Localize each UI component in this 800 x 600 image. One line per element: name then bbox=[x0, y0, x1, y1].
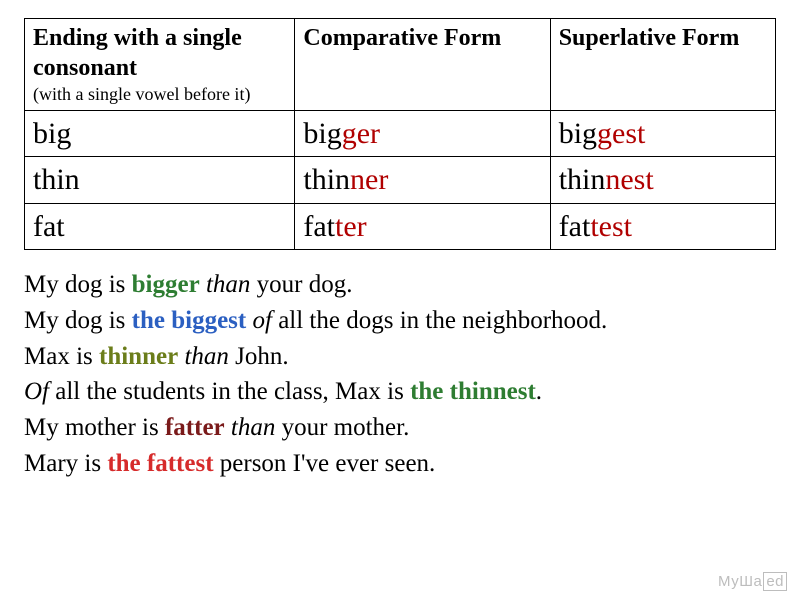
comparative-cell: fatter bbox=[295, 203, 550, 250]
sentence-5: My mother is fatter than your mother. bbox=[24, 411, 776, 445]
sentence-3: Max is thinner than John. bbox=[24, 340, 776, 374]
comparative-table: Ending with a single consonant (with a s… bbox=[24, 18, 776, 250]
emphasis: fatter bbox=[165, 414, 225, 441]
base-cell: fat bbox=[25, 203, 295, 250]
header-col3: Superlative Form bbox=[550, 19, 775, 111]
superlative-cell: fattest bbox=[550, 203, 775, 250]
emphasis: thinner bbox=[99, 343, 178, 370]
sentence-2: My dog is the biggest of all the dogs in… bbox=[24, 304, 776, 338]
comparative-cell: thinner bbox=[295, 157, 550, 204]
table-row: fat fatter fattest bbox=[25, 203, 776, 250]
emphasis: the thinnest bbox=[410, 378, 536, 405]
base-cell: big bbox=[25, 110, 295, 157]
emphasis: the fattest bbox=[107, 450, 213, 477]
table-row: big bigger biggest bbox=[25, 110, 776, 157]
sentence-4: Of all the students in the class, Max is… bbox=[24, 375, 776, 409]
emphasis: the biggest bbox=[132, 307, 247, 334]
header-col1-main: Ending with a single consonant bbox=[33, 25, 242, 81]
base-cell: thin bbox=[25, 157, 295, 204]
sentence-6: Mary is the fattest person I've ever see… bbox=[24, 447, 776, 481]
watermark: МуШаed bbox=[718, 573, 786, 590]
sentence-1: My dog is bigger than your dog. bbox=[24, 268, 776, 302]
superlative-cell: thinnest bbox=[550, 157, 775, 204]
emphasis: bigger bbox=[132, 271, 200, 298]
table-row: thin thinner thinnest bbox=[25, 157, 776, 204]
comparative-cell: bigger bbox=[295, 110, 550, 157]
header-col1-sub: (with a single vowel before it) bbox=[33, 83, 286, 106]
header-col1: Ending with a single consonant (with a s… bbox=[25, 19, 295, 111]
example-sentences: My dog is bigger than your dog. My dog i… bbox=[24, 268, 776, 481]
superlative-cell: biggest bbox=[550, 110, 775, 157]
table-header-row: Ending with a single consonant (with a s… bbox=[25, 19, 776, 111]
grammar-slide: Ending with a single consonant (with a s… bbox=[0, 0, 800, 481]
header-col2: Comparative Form bbox=[295, 19, 550, 111]
